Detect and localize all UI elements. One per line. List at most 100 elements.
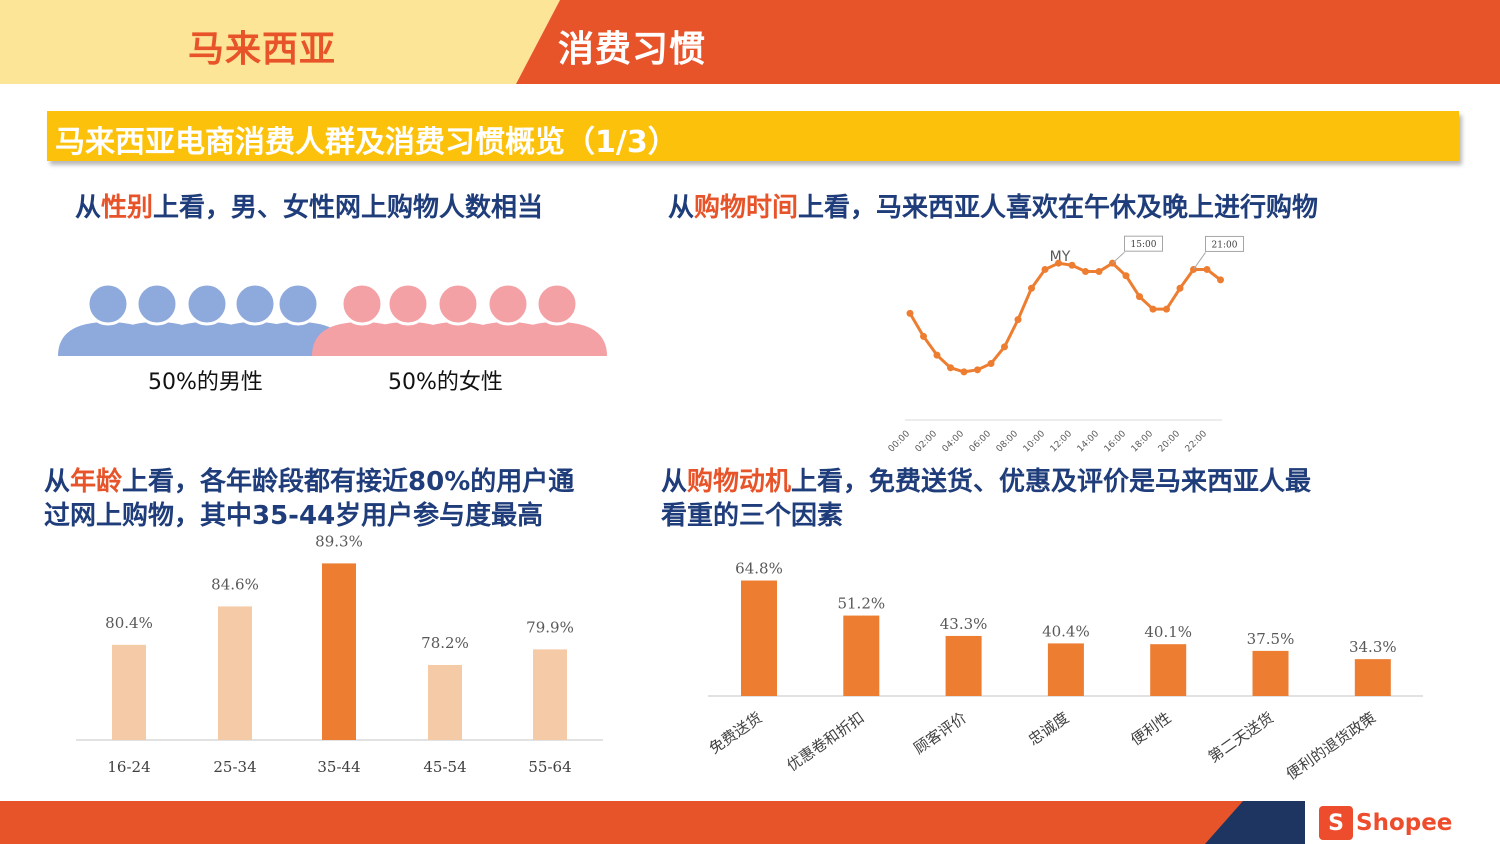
motive-bar — [843, 615, 880, 696]
line-chart-point — [1176, 284, 1184, 292]
line-chart-point — [947, 364, 954, 372]
line-chart-point — [1082, 268, 1089, 276]
gender-heading: 从性别上看，男、女性网上购物人数相当 — [75, 191, 543, 225]
header-left-panel — [0, 0, 560, 84]
age-category-label: 55-64 — [528, 758, 571, 776]
age-bar — [322, 563, 356, 740]
age-category-label: 35-44 — [317, 758, 360, 776]
line-chart-point — [1163, 305, 1170, 313]
motive-category-label: 便利的退货政策 — [1283, 709, 1379, 784]
gender-heading-post: 上看，男、女性网上购物人数相当 — [153, 193, 544, 223]
gender-heading-pre: 从 — [75, 193, 102, 223]
annotation-box — [1205, 235, 1244, 252]
age-bar-value-label: 84.6% — [211, 575, 259, 593]
motive-bar-value-label: 64.8% — [735, 560, 783, 578]
age-bar — [533, 649, 567, 740]
motive-bar — [1252, 650, 1289, 696]
motive-heading-pre: 从 — [661, 467, 688, 497]
motive-category-label: 顾客评价 — [910, 709, 969, 758]
time-heading-post: 上看，马来西亚人喜欢在午休及晚上进行购物 — [798, 193, 1319, 223]
motive-bar-value-label: 43.3% — [940, 615, 988, 633]
age-bar — [218, 606, 252, 740]
male-person-icon-head — [86, 282, 130, 326]
motive-category-label: 免费送货 — [706, 709, 765, 758]
motive-heading: 从购物动机上看，免费送货、优惠及评价是马来西亚人最看重的三个因素 — [661, 465, 1311, 533]
annotation-label: 15:00 — [1131, 240, 1157, 250]
age-category-label: 25-34 — [213, 758, 256, 776]
line-chart-title: MY — [1050, 249, 1071, 265]
line-chart-point — [1149, 305, 1157, 313]
female-person-icon-head — [386, 282, 430, 326]
time-heading: 从购物时间上看，马来西亚人喜欢在午休及晚上进行购物 — [668, 191, 1318, 225]
age-bar — [428, 664, 462, 740]
line-chart-point — [1203, 265, 1211, 273]
motive-category-label: 便利性 — [1127, 709, 1174, 750]
line-chart-point — [974, 366, 981, 374]
male-person-icon-head — [233, 282, 277, 326]
line-chart-point — [1095, 268, 1103, 276]
motive-bar — [1047, 643, 1084, 696]
age-category-label: 16-24 — [107, 758, 150, 776]
line-chart-point — [1001, 343, 1008, 351]
header-right-panel — [516, 0, 1500, 84]
country-title: 马来西亚 — [188, 29, 337, 70]
shopee-bag-icon: S — [1319, 806, 1353, 840]
time-heading-pre: 从 — [668, 193, 695, 223]
line-chart-point — [1068, 261, 1076, 269]
female-person-icon-head — [340, 282, 384, 326]
motive-bar — [1354, 659, 1391, 696]
motive-bar — [945, 635, 982, 696]
line-chart-point — [1217, 276, 1224, 284]
annotation-leader — [1193, 252, 1206, 270]
shopee-logo-text: Shopee — [1356, 810, 1453, 836]
male-share-label: 50%的男性 — [148, 370, 263, 395]
age-heading: 从年龄上看，各年龄段都有接近80%的用户通 过网上购物，其中35-44岁用户参与度… — [44, 465, 574, 533]
motive-heading-highlight: 购物动机 — [687, 467, 792, 497]
motive-category-label: 忠诚度 — [1025, 709, 1072, 750]
motive-bar-value-label: 34.3% — [1349, 638, 1397, 656]
line-chart-point — [920, 332, 927, 340]
age-bar-value-label: 79.9% — [526, 618, 574, 636]
female-person-icon-head — [486, 282, 530, 326]
age-category-label: 45-54 — [423, 758, 466, 776]
male-person-icon-head — [276, 282, 320, 326]
motive-category-label: 第二天送货 — [1205, 709, 1277, 767]
line-chart-point — [1041, 265, 1049, 273]
topic-title: 消费习惯 — [558, 29, 707, 70]
motive-heading-line2: 看重的三个因素 — [661, 501, 844, 531]
female-person-icon — [507, 282, 607, 356]
female-person-icon-body — [507, 322, 607, 356]
female-person-icon-head — [436, 282, 480, 326]
motive-bar — [1150, 644, 1187, 696]
annotation-leader — [1112, 251, 1125, 264]
age-heading-pre: 从 — [44, 467, 71, 497]
male-person-icon-head — [185, 282, 229, 326]
age-bar-value-label: 89.3% — [315, 532, 363, 550]
line-chart-point — [1122, 272, 1130, 280]
male-person-icon-head — [135, 282, 179, 326]
line-chart-point — [987, 360, 995, 368]
motive-category-label: 优惠卷和折扣 — [784, 709, 868, 775]
time-heading-highlight: 购物时间 — [694, 193, 799, 223]
age-bar-value-label: 78.2% — [421, 634, 469, 652]
age-heading-post: 上看，各年龄段都有接近80%的用户通 — [122, 467, 575, 497]
line-chart-point — [906, 309, 914, 317]
line-chart-point — [960, 368, 968, 376]
motive-bar-value-label: 40.1% — [1144, 623, 1192, 641]
annotation-label: 21:00 — [1212, 240, 1238, 250]
motive-bar-value-label: 37.5% — [1247, 630, 1295, 648]
line-chart-point — [1055, 259, 1062, 267]
gender-heading-highlight: 性别 — [101, 193, 154, 223]
annotation-box — [1124, 235, 1163, 252]
line-chart-point — [1136, 293, 1143, 301]
motive-bar-value-label: 51.2% — [837, 595, 885, 613]
banner-title: 马来西亚电商消费人群及消费习惯概览（1/3） — [55, 125, 678, 160]
motive-bar — [741, 580, 777, 696]
female-share-label: 50%的女性 — [388, 370, 503, 395]
motive-bar-value-label: 40.4% — [1042, 622, 1090, 640]
line-chart-point — [933, 351, 941, 359]
motive-heading-post: 上看，免费送货、优惠及评价是马来西亚人最 — [791, 467, 1312, 497]
